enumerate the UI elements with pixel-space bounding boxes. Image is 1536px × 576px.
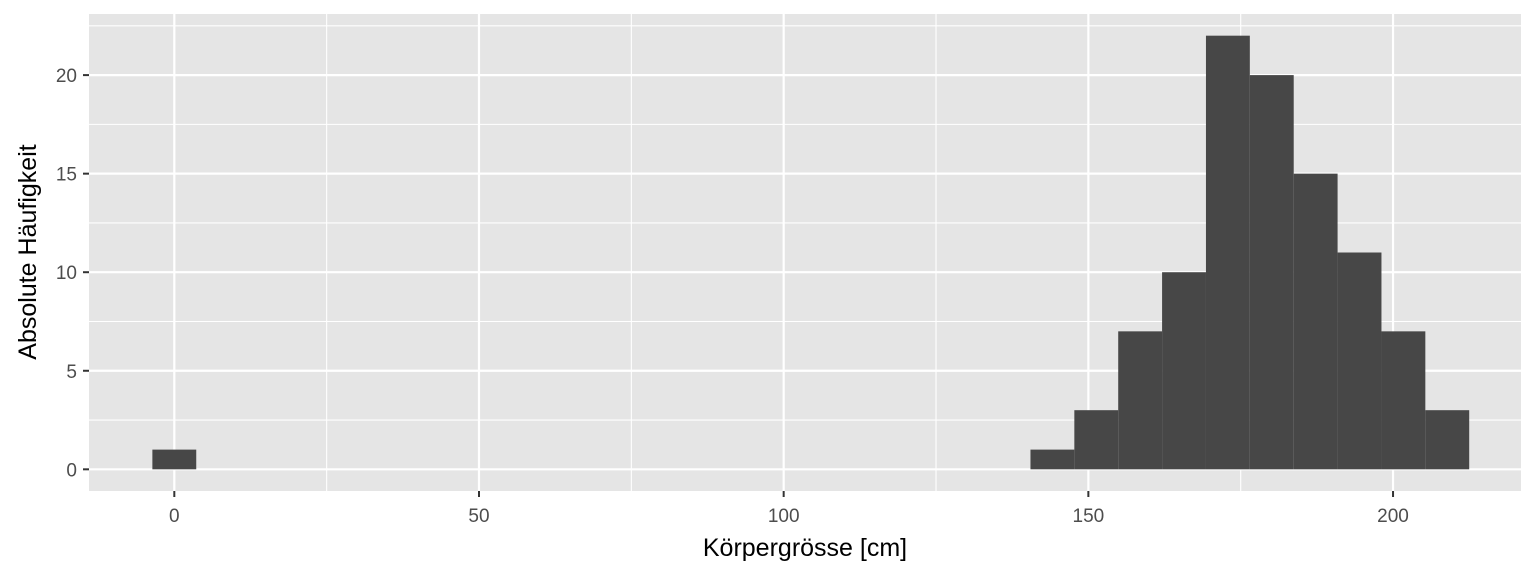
y-tick-label: 5 [66,362,77,383]
y-tick-label: 15 [56,165,77,186]
histogram-bar [1425,410,1470,470]
histogram-bar [1337,252,1382,470]
histogram-bar [152,449,197,470]
x-tick-label: 150 [1073,506,1105,527]
histogram-bar [1249,75,1294,470]
x-tick-label: 50 [468,506,489,527]
histogram-bar [1118,331,1163,470]
x-tick-label: 0 [169,506,180,527]
x-tick-label: 200 [1377,506,1409,527]
y-axis: 0 5 10 15 20 [56,66,89,481]
histogram-bar [1381,331,1426,470]
x-axis-title: Körpergrösse [cm] [703,534,907,562]
y-axis-title: Absolute Häufigkeit [14,144,42,359]
x-tick-label: 100 [768,506,800,527]
histogram-bar [1074,410,1119,470]
x-axis: 0 50 100 150 200 [169,491,1409,527]
histogram-bar [1162,272,1206,470]
histogram-bars [152,35,1470,470]
y-tick-label: 10 [56,263,77,284]
histogram-bar [1205,35,1250,470]
histogram-bar [1293,173,1338,470]
y-tick-label: 0 [66,460,77,481]
y-tick-label: 20 [56,66,77,87]
histogram-bar [1030,449,1075,470]
